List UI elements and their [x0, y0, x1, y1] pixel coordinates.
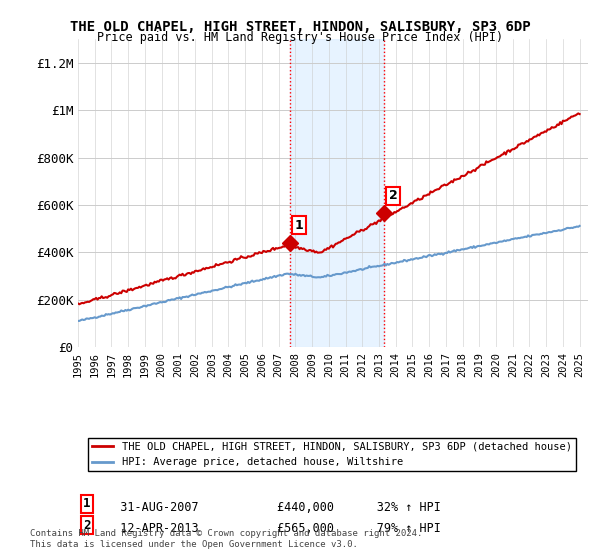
Bar: [290, 39, 383, 347]
Legend: THE OLD CHAPEL, HIGH STREET, HINDON, SALISBURY, SP3 6DP (detached house), HPI: A: THE OLD CHAPEL, HIGH STREET, HINDON, SAL…: [88, 438, 576, 472]
Text: 1: 1: [295, 219, 304, 232]
Text: THE OLD CHAPEL, HIGH STREET, HINDON, SALISBURY, SP3 6DP: THE OLD CHAPEL, HIGH STREET, HINDON, SAL…: [70, 20, 530, 34]
Text: 2: 2: [83, 519, 91, 532]
Text: 31-AUG-2007           £440,000      32% ↑ HPI: 31-AUG-2007 £440,000 32% ↑ HPI: [106, 501, 441, 514]
Text: 1: 1: [83, 497, 91, 510]
Text: 12-APR-2013           £565,000      79% ↑ HPI: 12-APR-2013 £565,000 79% ↑ HPI: [106, 522, 441, 535]
Text: Contains HM Land Registry data © Crown copyright and database right 2024.
This d: Contains HM Land Registry data © Crown c…: [30, 529, 422, 549]
Text: Price paid vs. HM Land Registry's House Price Index (HPI): Price paid vs. HM Land Registry's House …: [97, 31, 503, 44]
Text: 2: 2: [389, 189, 397, 202]
